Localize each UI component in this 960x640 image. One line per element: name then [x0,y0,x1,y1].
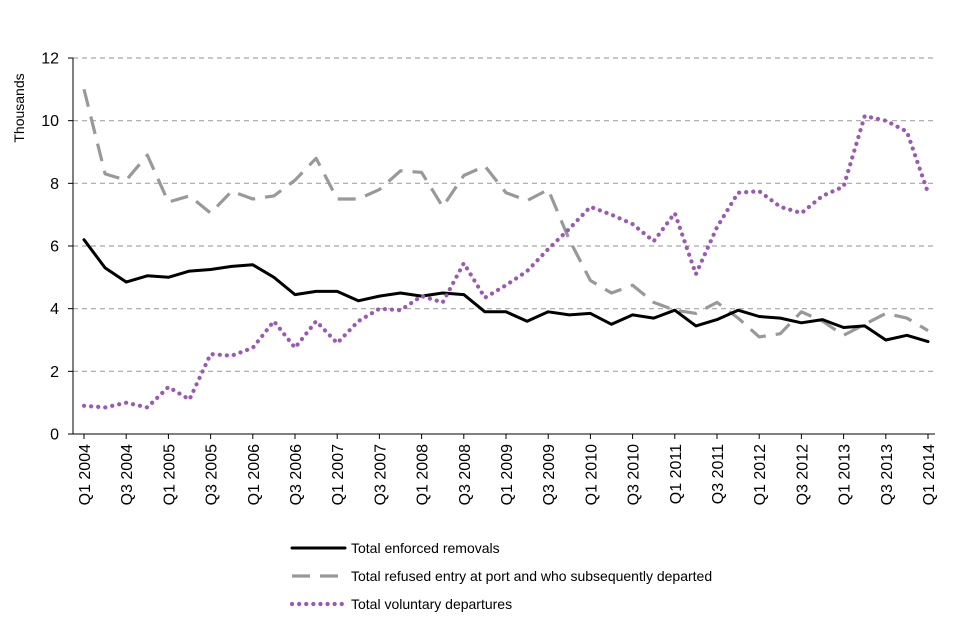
x-tick-label: Q1 2014 [921,444,938,505]
series-line-dotted [81,113,931,410]
x-tick-label: Q3 2004 [119,444,136,505]
x-tick-label: Q3 2011 [710,444,727,504]
gridlines [73,57,935,372]
x-tick-label: Q3 2008 [457,444,474,505]
y-tick-label: 2 [50,364,59,381]
series-line-dashed [82,88,929,339]
x-tick-label: Q1 2008 [415,444,432,505]
legend-label: Total voluntary departures [351,596,512,612]
legend-label: Total enforced removals [351,540,500,556]
x-tick-label: Q3 2009 [541,444,558,505]
series-lines [81,88,931,410]
x-tick-label: Q1 2004 [77,444,94,505]
legend: Total enforced removals Total refused ent… [289,540,712,612]
x-tick-label: Q3 2012 [794,444,811,505]
x-tick-label: Q3 2006 [288,444,305,505]
x-tick-label: Q3 2005 [204,444,221,505]
x-tick-label: Q1 2006 [246,444,263,505]
x-tick-label: Q1 2011 [668,444,685,504]
x-tick-label: Q1 2009 [499,444,516,505]
y-tick-label: 8 [50,176,59,193]
x-tick-label: Q3 2010 [626,444,643,505]
x-tick-label: Q1 2012 [752,444,769,505]
axes [68,57,935,435]
x-tick-label: Q3 2007 [372,444,389,505]
x-tick-labels: Q1 2004 Q3 2004 Q1 2005 Q3 2005 Q1 2006 Q3 20… [77,434,938,505]
series-line-solid [82,238,930,344]
x-tick-label: Q1 2013 [837,444,854,505]
y-tick-label: 12 [41,51,59,68]
x-tick-label: Q1 2005 [161,444,178,505]
y-tick-label: 0 [50,427,59,444]
y-tick-label: 6 [50,239,59,256]
x-tick-label: Q1 2010 [583,444,600,505]
y-tick-label: 10 [41,113,59,130]
x-tick-label: Q3 2013 [879,444,896,505]
x-tick-label: Q1 2007 [330,444,347,505]
legend-label: Total refused entry at port and who subs… [351,568,712,584]
y-axis-title: Thousands [11,73,27,142]
y-tick-label: 4 [50,301,59,318]
y-tick-labels: 0 2 4 6 8 10 12 [41,51,59,444]
